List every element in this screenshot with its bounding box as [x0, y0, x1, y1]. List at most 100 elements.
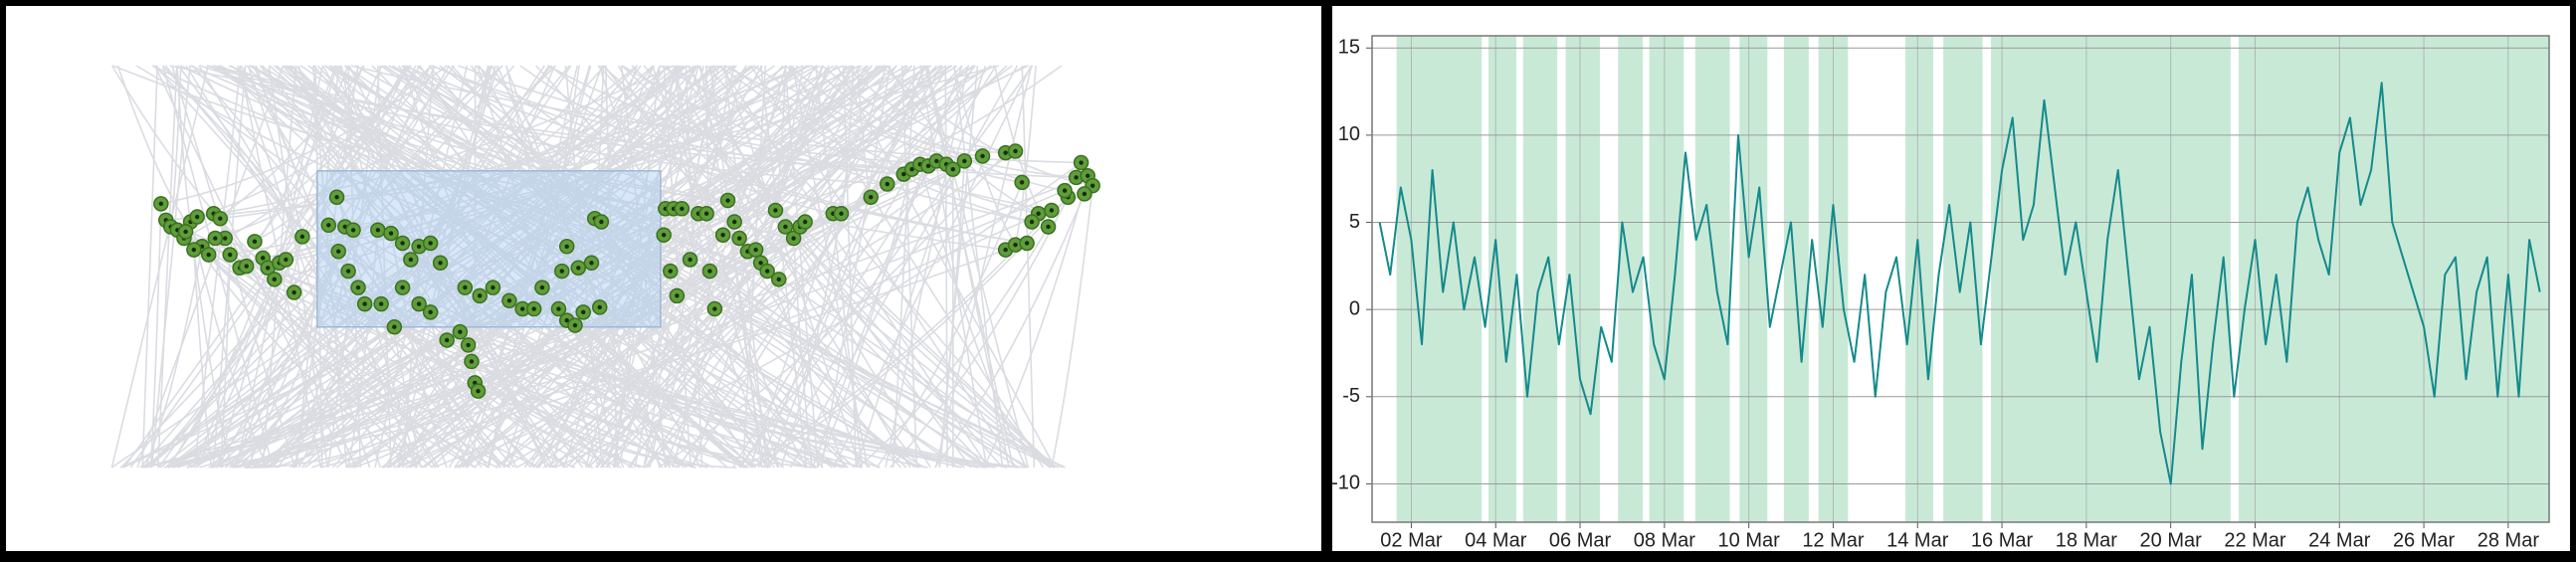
- node-center: [560, 269, 564, 273]
- node: [223, 248, 237, 262]
- node: [202, 248, 216, 262]
- node: [486, 281, 499, 294]
- node: [1009, 144, 1023, 158]
- node-center: [688, 258, 692, 262]
- node-center: [540, 285, 544, 289]
- node: [187, 243, 201, 257]
- node: [1020, 236, 1034, 250]
- node-center: [680, 207, 684, 211]
- node-center: [1030, 220, 1034, 224]
- node-center: [476, 389, 480, 393]
- node-center: [720, 233, 724, 237]
- node-center: [379, 301, 383, 305]
- node: [351, 281, 365, 294]
- node-center: [351, 228, 355, 232]
- node-center: [195, 215, 199, 219]
- y-tick-label: 5: [1349, 211, 1360, 233]
- node-center: [839, 212, 843, 216]
- node-center: [576, 266, 580, 270]
- node: [1042, 220, 1056, 234]
- x-tick-label: 16 Mar: [1971, 529, 2034, 551]
- node-center: [934, 159, 938, 163]
- node: [190, 210, 204, 224]
- node: [465, 354, 479, 368]
- node-center: [326, 223, 330, 227]
- node-center: [556, 306, 560, 310]
- node: [976, 149, 990, 163]
- node: [593, 300, 607, 314]
- band: [1650, 36, 1684, 522]
- node: [358, 297, 372, 311]
- node-center: [218, 217, 222, 221]
- node: [288, 285, 301, 299]
- band: [2239, 36, 2549, 522]
- node: [341, 265, 355, 279]
- node-center: [392, 325, 396, 329]
- band: [1784, 36, 1809, 522]
- node-center: [213, 236, 217, 240]
- node: [213, 212, 227, 226]
- node: [768, 203, 782, 217]
- node-center: [589, 261, 593, 265]
- node-center: [732, 220, 736, 224]
- node: [664, 265, 678, 279]
- node-center: [712, 306, 716, 310]
- node-center: [573, 323, 577, 327]
- node-center: [428, 241, 432, 245]
- node-center: [466, 343, 470, 347]
- node-center: [765, 269, 769, 273]
- node: [346, 223, 360, 237]
- node: [396, 281, 410, 294]
- node-center: [1050, 208, 1054, 212]
- node: [208, 232, 222, 246]
- node: [458, 281, 472, 294]
- node-center: [292, 290, 296, 294]
- node-center: [284, 258, 288, 262]
- node: [670, 288, 684, 302]
- node-center: [707, 269, 711, 273]
- node-center: [228, 253, 232, 257]
- node-center: [669, 269, 673, 273]
- node: [248, 235, 262, 249]
- node-center: [261, 256, 265, 260]
- node-center: [581, 310, 585, 314]
- node-center: [1074, 175, 1078, 179]
- node-center: [1013, 243, 1017, 247]
- node-center: [336, 250, 340, 254]
- node: [387, 320, 401, 334]
- node: [268, 273, 282, 286]
- node: [296, 230, 309, 244]
- band: [1695, 36, 1730, 522]
- band: [1739, 36, 1767, 522]
- node-center: [334, 195, 338, 199]
- node: [834, 207, 848, 221]
- node-center: [791, 236, 795, 240]
- node: [684, 253, 697, 267]
- y-tick-label: 0: [1349, 297, 1360, 319]
- band: [1991, 36, 2231, 522]
- node-center: [245, 264, 249, 268]
- node: [1078, 187, 1091, 201]
- node: [702, 265, 716, 279]
- node-center: [445, 338, 449, 342]
- node-center: [662, 233, 666, 237]
- node-center: [777, 278, 781, 281]
- x-tick-label: 06 Mar: [1549, 529, 1612, 551]
- node: [657, 228, 671, 242]
- node: [1015, 175, 1029, 189]
- node: [527, 302, 541, 316]
- node: [584, 256, 598, 270]
- node: [699, 207, 713, 221]
- node-center: [1090, 183, 1094, 187]
- node: [434, 256, 448, 270]
- node-center: [737, 236, 741, 240]
- node: [1075, 156, 1089, 170]
- node-center: [565, 245, 569, 249]
- x-tick-label: 18 Mar: [2056, 529, 2118, 551]
- y-tick-label: -5: [1342, 385, 1360, 407]
- node: [384, 227, 398, 241]
- x-tick-label: 20 Mar: [2140, 529, 2203, 551]
- node-center: [266, 266, 270, 270]
- node: [555, 265, 569, 279]
